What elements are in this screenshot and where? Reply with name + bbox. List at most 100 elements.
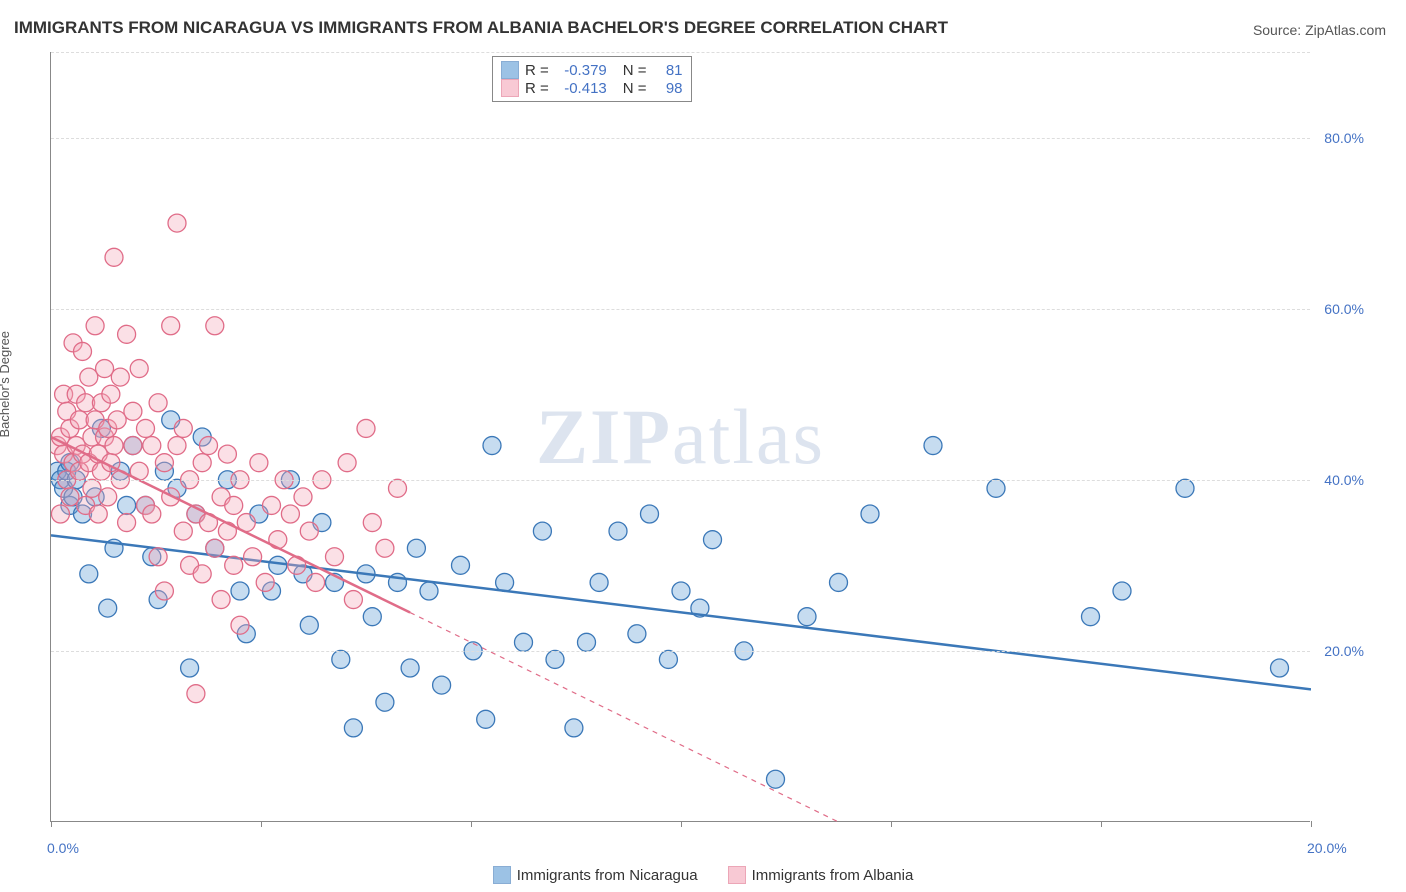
scatter-point bbox=[218, 445, 236, 463]
x-tick bbox=[681, 821, 682, 827]
scatter-point bbox=[225, 556, 243, 574]
gridline bbox=[51, 138, 1310, 139]
scatter-point bbox=[515, 633, 533, 651]
scatter-point bbox=[1176, 479, 1194, 497]
scatter-point bbox=[389, 479, 407, 497]
trendline-dashed bbox=[410, 613, 838, 822]
gridline bbox=[51, 52, 1310, 53]
scatter-point bbox=[137, 419, 155, 437]
scatter-point bbox=[338, 454, 356, 472]
x-tick bbox=[471, 821, 472, 827]
stats-row: R = -0.413 N = 98 bbox=[501, 79, 683, 97]
scatter-point bbox=[143, 437, 161, 455]
scatter-point bbox=[578, 633, 596, 651]
scatter-point bbox=[74, 342, 92, 360]
scatter-point bbox=[659, 650, 677, 668]
x-tick bbox=[261, 821, 262, 827]
scatter-point bbox=[187, 685, 205, 703]
scatter-point bbox=[609, 522, 627, 540]
scatter-point bbox=[533, 522, 551, 540]
scatter-point bbox=[565, 719, 583, 737]
scatter-point bbox=[590, 573, 608, 591]
legend-bottom: Immigrants from Nicaragua Immigrants from… bbox=[0, 866, 1406, 884]
y-tick-label: 60.0% bbox=[1324, 301, 1364, 317]
scatter-point bbox=[118, 496, 136, 514]
scatter-point bbox=[206, 317, 224, 335]
scatter-point bbox=[483, 437, 501, 455]
scatter-point bbox=[269, 556, 287, 574]
scatter-point bbox=[407, 539, 425, 557]
legend-swatch bbox=[501, 61, 519, 79]
scatter-point bbox=[89, 505, 107, 523]
scatter-point bbox=[300, 616, 318, 634]
scatter-point bbox=[452, 556, 470, 574]
scatter-point bbox=[105, 437, 123, 455]
stat-r-label: R = bbox=[525, 80, 549, 97]
legend-item: Immigrants from Albania bbox=[728, 866, 914, 884]
scatter-point bbox=[51, 505, 69, 523]
scatter-point bbox=[307, 573, 325, 591]
scatter-point bbox=[225, 496, 243, 514]
x-tick bbox=[891, 821, 892, 827]
chart-area: ZIPatlas R =-0.379N =81R =-0.413N =98 20… bbox=[50, 52, 1310, 822]
scatter-point bbox=[231, 582, 249, 600]
scatter-point bbox=[1113, 582, 1131, 600]
scatter-point bbox=[80, 565, 98, 583]
stat-n-value: 98 bbox=[653, 80, 683, 97]
scatter-point bbox=[628, 625, 646, 643]
stat-n-label: N = bbox=[623, 62, 647, 79]
scatter-point bbox=[767, 770, 785, 788]
scatter-point bbox=[281, 505, 299, 523]
scatter-point bbox=[99, 488, 117, 506]
scatter-plot bbox=[51, 52, 1311, 822]
scatter-point bbox=[218, 522, 236, 540]
scatter-point bbox=[798, 608, 816, 626]
scatter-point bbox=[149, 394, 167, 412]
legend-swatch bbox=[728, 866, 746, 884]
scatter-point bbox=[294, 488, 312, 506]
scatter-point bbox=[477, 710, 495, 728]
scatter-point bbox=[496, 573, 514, 591]
scatter-point bbox=[130, 360, 148, 378]
scatter-point bbox=[332, 650, 350, 668]
legend-item: Immigrants from Nicaragua bbox=[493, 866, 698, 884]
scatter-point bbox=[118, 514, 136, 532]
scatter-point bbox=[401, 659, 419, 677]
scatter-point bbox=[250, 454, 268, 472]
scatter-point bbox=[231, 616, 249, 634]
gridline bbox=[51, 309, 1310, 310]
legend-swatch bbox=[501, 79, 519, 97]
scatter-point bbox=[830, 573, 848, 591]
scatter-point bbox=[108, 411, 126, 429]
x-tick-label: 0.0% bbox=[47, 840, 79, 856]
scatter-point bbox=[174, 419, 192, 437]
scatter-point bbox=[162, 317, 180, 335]
x-tick bbox=[1311, 821, 1312, 827]
stat-n-value: 81 bbox=[653, 62, 683, 79]
scatter-point bbox=[80, 368, 98, 386]
x-tick bbox=[51, 821, 52, 827]
scatter-point bbox=[111, 368, 129, 386]
scatter-point bbox=[149, 548, 167, 566]
scatter-point bbox=[263, 496, 281, 514]
stats-box: R =-0.379N =81R =-0.413N =98 bbox=[492, 56, 692, 102]
scatter-point bbox=[102, 385, 120, 403]
x-tick bbox=[1101, 821, 1102, 827]
scatter-point bbox=[376, 539, 394, 557]
scatter-point bbox=[83, 479, 101, 497]
scatter-point bbox=[105, 248, 123, 266]
scatter-point bbox=[363, 608, 381, 626]
scatter-point bbox=[1271, 659, 1289, 677]
scatter-point bbox=[200, 437, 218, 455]
scatter-point bbox=[168, 214, 186, 232]
stat-r-value: -0.413 bbox=[555, 80, 607, 97]
scatter-point bbox=[987, 479, 1005, 497]
y-tick-label: 80.0% bbox=[1324, 130, 1364, 146]
stat-n-label: N = bbox=[623, 80, 647, 97]
scatter-point bbox=[300, 522, 318, 540]
stats-row: R =-0.379N =81 bbox=[501, 61, 683, 79]
scatter-point bbox=[212, 591, 230, 609]
scatter-point bbox=[1082, 608, 1100, 626]
y-tick-label: 40.0% bbox=[1324, 472, 1364, 488]
scatter-point bbox=[420, 582, 438, 600]
